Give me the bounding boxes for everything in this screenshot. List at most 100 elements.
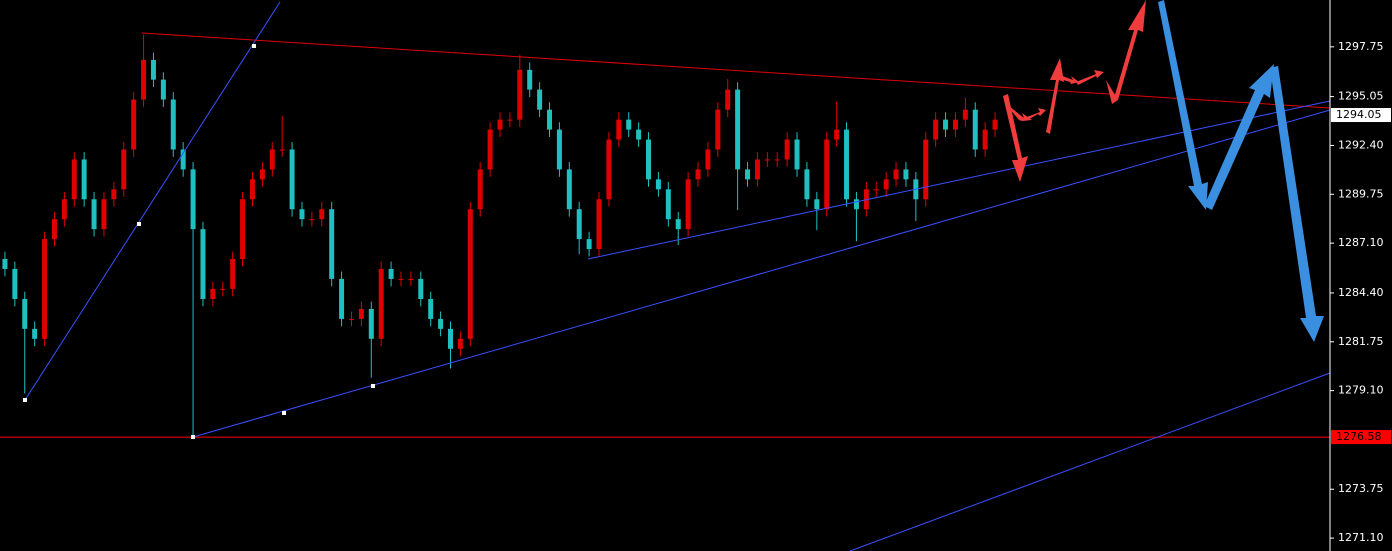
candle-body xyxy=(764,159,770,161)
y-tick-label: 1284.40 xyxy=(1338,286,1384,299)
y-tick-label: 1281.75 xyxy=(1338,335,1384,348)
candle-body xyxy=(952,119,958,130)
candle-body xyxy=(249,179,255,200)
candle-body xyxy=(447,328,453,349)
candle-body xyxy=(309,219,315,221)
candle-body xyxy=(665,189,671,220)
candle-body xyxy=(784,139,790,160)
candle-body xyxy=(32,328,38,339)
candles xyxy=(0,34,1330,438)
candle-body xyxy=(368,308,374,339)
candle-body xyxy=(339,278,345,319)
y-tick-label: 1289.75 xyxy=(1338,187,1384,200)
candle-body xyxy=(42,239,48,339)
candle-body xyxy=(626,119,632,130)
candle-body xyxy=(111,189,117,200)
candle-body xyxy=(378,268,384,339)
candle-body xyxy=(180,149,186,170)
y-tick-label: 1295.05 xyxy=(1338,90,1384,103)
candle-body xyxy=(824,139,830,210)
candle-body xyxy=(91,199,97,230)
candle-body xyxy=(101,199,107,230)
candle-body xyxy=(487,129,493,170)
candle-body xyxy=(646,139,652,180)
candle-body xyxy=(576,209,582,240)
candle-body xyxy=(319,209,325,220)
candle-body xyxy=(497,119,503,130)
candle-body xyxy=(2,259,8,269)
candle-body xyxy=(170,99,176,150)
candle-body xyxy=(774,159,780,161)
candle-body xyxy=(873,189,879,191)
candle-body xyxy=(695,169,701,180)
candle-body xyxy=(814,199,820,210)
candle-body xyxy=(527,69,533,90)
candle-body xyxy=(754,159,760,180)
trend-line xyxy=(141,32,1331,109)
candle-body xyxy=(22,299,28,329)
candle-body xyxy=(329,209,335,279)
candle-body xyxy=(735,89,741,170)
price-axis: 1297.75 1295.05 1292.40 1289.75 1287.10 1284.… xyxy=(1330,40,1391,544)
candle-body xyxy=(289,149,295,210)
candle-body xyxy=(358,308,364,319)
candle-body xyxy=(943,119,949,130)
candle-body xyxy=(61,199,67,220)
candle-body xyxy=(616,119,622,140)
candle-body xyxy=(606,139,612,200)
trend-line xyxy=(849,372,1331,551)
candle-body xyxy=(893,169,899,180)
candle-body xyxy=(259,169,265,180)
y-tick-label: 1297.75 xyxy=(1338,40,1384,53)
y-tick-label: 1287.10 xyxy=(1338,236,1384,249)
candle-body xyxy=(547,109,553,130)
candle-body xyxy=(982,129,988,150)
candle-body xyxy=(418,278,424,300)
trend-line xyxy=(192,109,1331,438)
candle-body xyxy=(51,219,57,240)
anchor-points xyxy=(23,44,375,439)
candle-body xyxy=(279,149,285,151)
candle-body xyxy=(903,169,909,180)
candle-body xyxy=(853,199,859,210)
candle-body xyxy=(794,139,800,170)
candle-body xyxy=(150,59,156,80)
candle-body xyxy=(992,119,998,130)
candle-body xyxy=(804,169,810,200)
candle-body xyxy=(200,229,206,300)
candle-body xyxy=(566,169,572,210)
candle-body xyxy=(972,109,978,150)
y-tick-label: 1271.10 xyxy=(1338,531,1384,544)
candle-body xyxy=(537,89,543,110)
candle-body xyxy=(923,139,929,200)
candle-body xyxy=(299,209,305,220)
candle-body xyxy=(141,59,147,100)
candle-body xyxy=(398,278,404,280)
y-tick-label: 1273.75 xyxy=(1338,482,1384,495)
candle-body xyxy=(230,259,236,289)
candle-body xyxy=(745,169,751,180)
candle-body xyxy=(12,268,18,300)
candle-body xyxy=(507,119,513,121)
trend-line xyxy=(587,100,1331,260)
candle-body xyxy=(933,119,939,140)
candle-body xyxy=(655,179,661,190)
y-tick-label: 1279.10 xyxy=(1338,384,1384,397)
candle-body xyxy=(457,338,463,349)
candle-body xyxy=(388,268,394,279)
candle-body xyxy=(675,219,681,230)
candle-body xyxy=(71,159,77,200)
candle-body xyxy=(517,69,523,120)
candle-body xyxy=(705,149,711,170)
trend-line xyxy=(24,1,281,401)
candle-body xyxy=(81,159,87,200)
candle-body xyxy=(408,278,414,280)
candle-body xyxy=(131,99,137,150)
candle-body xyxy=(210,288,216,300)
candle-body xyxy=(844,129,850,200)
candle-body xyxy=(834,129,840,140)
candle-body xyxy=(685,179,691,230)
candle-body xyxy=(220,288,226,290)
